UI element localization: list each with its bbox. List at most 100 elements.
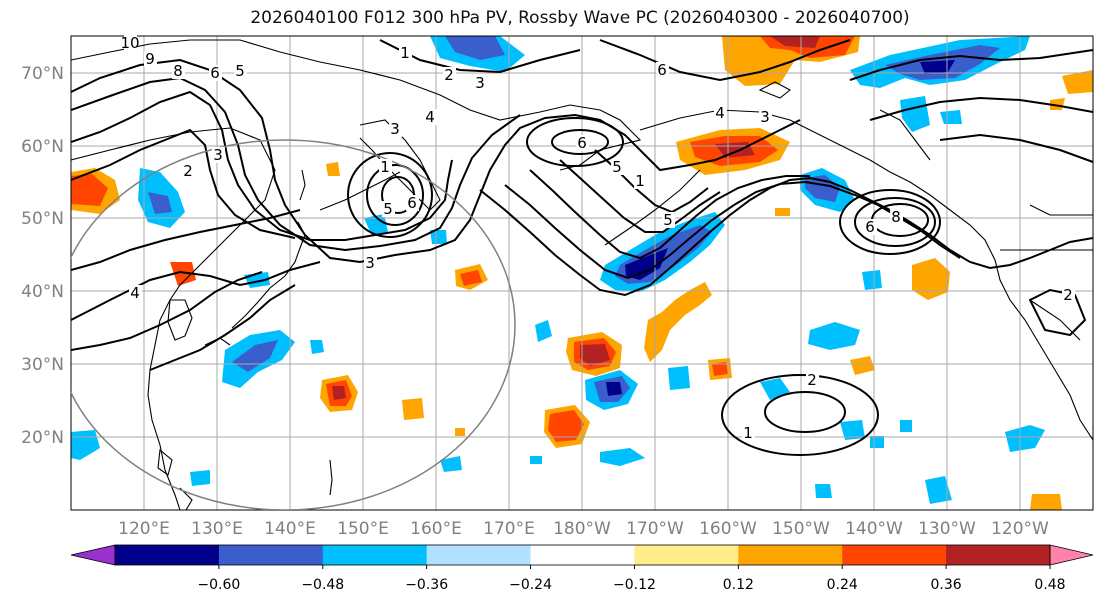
colorbar-segment <box>634 545 739 565</box>
contour-label: 6 <box>210 64 220 82</box>
contour-label: 5 <box>663 211 673 229</box>
colorbar-tick-label: −0.36 <box>405 577 448 593</box>
contour-label: 5 <box>235 62 245 80</box>
contour-label-bg <box>634 173 647 189</box>
latitude-label: 20°N <box>21 428 64 448</box>
colorbar-tick-label: −0.24 <box>509 577 552 593</box>
contour-label-bg <box>742 425 755 441</box>
contour-label-bg <box>611 159 624 175</box>
colorbar-tick-label: −0.60 <box>197 577 240 593</box>
graticule <box>71 36 1093 510</box>
pv-contours <box>71 39 1093 456</box>
longitude-label: 180°W <box>553 519 611 539</box>
contour-label: 1 <box>743 424 753 442</box>
longitude-label: 170°W <box>626 519 684 539</box>
colorbar-tick-label: 0.12 <box>723 577 754 593</box>
contour-label-bg <box>129 285 142 301</box>
contour-label-bg <box>379 159 392 175</box>
contour-label-bg <box>443 67 456 83</box>
range-circle <box>71 139 516 510</box>
contour-label: 3 <box>760 108 770 126</box>
contour-label: 4 <box>425 108 435 126</box>
contour-label-bg <box>714 105 727 121</box>
contour-label: 2 <box>807 371 817 389</box>
map-frame <box>70 35 1094 511</box>
contour-label: 1 <box>635 172 645 190</box>
contour-label: 4 <box>130 284 140 302</box>
colorbar-tick-label: 0.24 <box>827 577 858 593</box>
contour-label-bg <box>864 219 877 235</box>
contour-label: 5 <box>612 158 622 176</box>
colorbar-segment <box>946 545 1051 565</box>
contour-label-bg <box>406 195 419 211</box>
contour-label-bg <box>382 201 395 217</box>
colorbar-tick-label: 0.36 <box>931 577 962 593</box>
longitude-label: 150°E <box>337 519 389 539</box>
contour-label-bg <box>364 255 377 271</box>
contour-label-bg <box>890 209 903 225</box>
latitude-label: 60°N <box>21 137 64 157</box>
contour-label: 8 <box>891 208 901 226</box>
contour-label-bg <box>474 75 487 91</box>
colorbar: −0.60 −0.48 −0.36 −0.24 −0.12 0.12 0.24 0.36 0.4… <box>70 544 1094 593</box>
contour-label-bg <box>399 45 412 61</box>
longitude-labels: 120°E 130°E 140°E 150°E 160°E 170°E 180°W 170°W… <box>118 519 1049 539</box>
colorbar-segment <box>530 545 635 565</box>
contour-label-bg <box>212 147 225 163</box>
longitude-label: 120°E <box>118 519 170 539</box>
contour-label: 5 <box>383 200 393 218</box>
colorbar-extend-high <box>1049 544 1094 566</box>
contour-label: 6 <box>657 61 667 79</box>
longitude-label: 160°W <box>699 519 757 539</box>
colorbar-frame <box>114 544 1051 566</box>
colorbar-tick-label: −0.48 <box>301 577 344 593</box>
longitude-label: 140°E <box>264 519 316 539</box>
contour-label-bg <box>806 372 819 388</box>
contour-label-bg <box>209 65 222 81</box>
colorbar-segment <box>115 545 220 565</box>
contour-label-bg <box>424 109 437 125</box>
contour-label: 4 <box>715 104 725 122</box>
contour-label: 2 <box>1063 286 1073 304</box>
colorbar-segment <box>426 545 532 565</box>
colorbar-tick-label: 0.48 <box>1034 577 1065 593</box>
longitude-label: 160°E <box>410 519 462 539</box>
colorbar-extend-low <box>70 544 116 566</box>
latitude-label: 30°N <box>21 355 64 375</box>
contour-label: 3 <box>475 74 485 92</box>
colorbar-segment <box>218 545 324 565</box>
contour-label: 3 <box>365 254 375 272</box>
longitude-label: 130°W <box>918 519 976 539</box>
contour-label-bg <box>389 121 402 137</box>
contour-label: 6 <box>577 134 587 152</box>
colorbar-segment <box>322 545 428 565</box>
latitude-labels: 70°N 60°N 50°N 40°N 30°N 20°N <box>21 64 64 448</box>
contour-label: 2 <box>444 66 454 84</box>
longitude-label: 140°W <box>845 519 903 539</box>
contour-label: 8 <box>173 62 183 80</box>
contour-label-bg <box>576 135 589 151</box>
latitude-label: 70°N <box>21 64 64 84</box>
colorbar-segment <box>738 545 843 565</box>
contour-label-bg <box>182 163 195 179</box>
colorbar-segment <box>842 545 947 565</box>
contour-label-bg <box>662 212 675 228</box>
contour-label-bg <box>656 62 669 78</box>
longitude-label: 170°E <box>483 519 535 539</box>
contour-label: 6 <box>407 194 417 212</box>
contour-label: 3 <box>213 146 223 164</box>
contour-label-bg <box>144 51 157 67</box>
contour-label-bg <box>1062 287 1075 303</box>
longitude-label: 150°W <box>772 519 830 539</box>
contour-label: 2 <box>183 162 193 180</box>
contour-label: 1 <box>380 158 390 176</box>
map-title: 2026040100 F012 300 hPa PV, Rossby Wave … <box>250 8 910 28</box>
latitude-label: 50°N <box>21 209 64 229</box>
longitude-label: 120°W <box>991 519 1049 539</box>
contour-label-bg <box>124 35 137 51</box>
contour-label-bg <box>234 63 247 79</box>
contour-label: 10 <box>120 34 139 52</box>
contour-label: 1 <box>400 44 410 62</box>
